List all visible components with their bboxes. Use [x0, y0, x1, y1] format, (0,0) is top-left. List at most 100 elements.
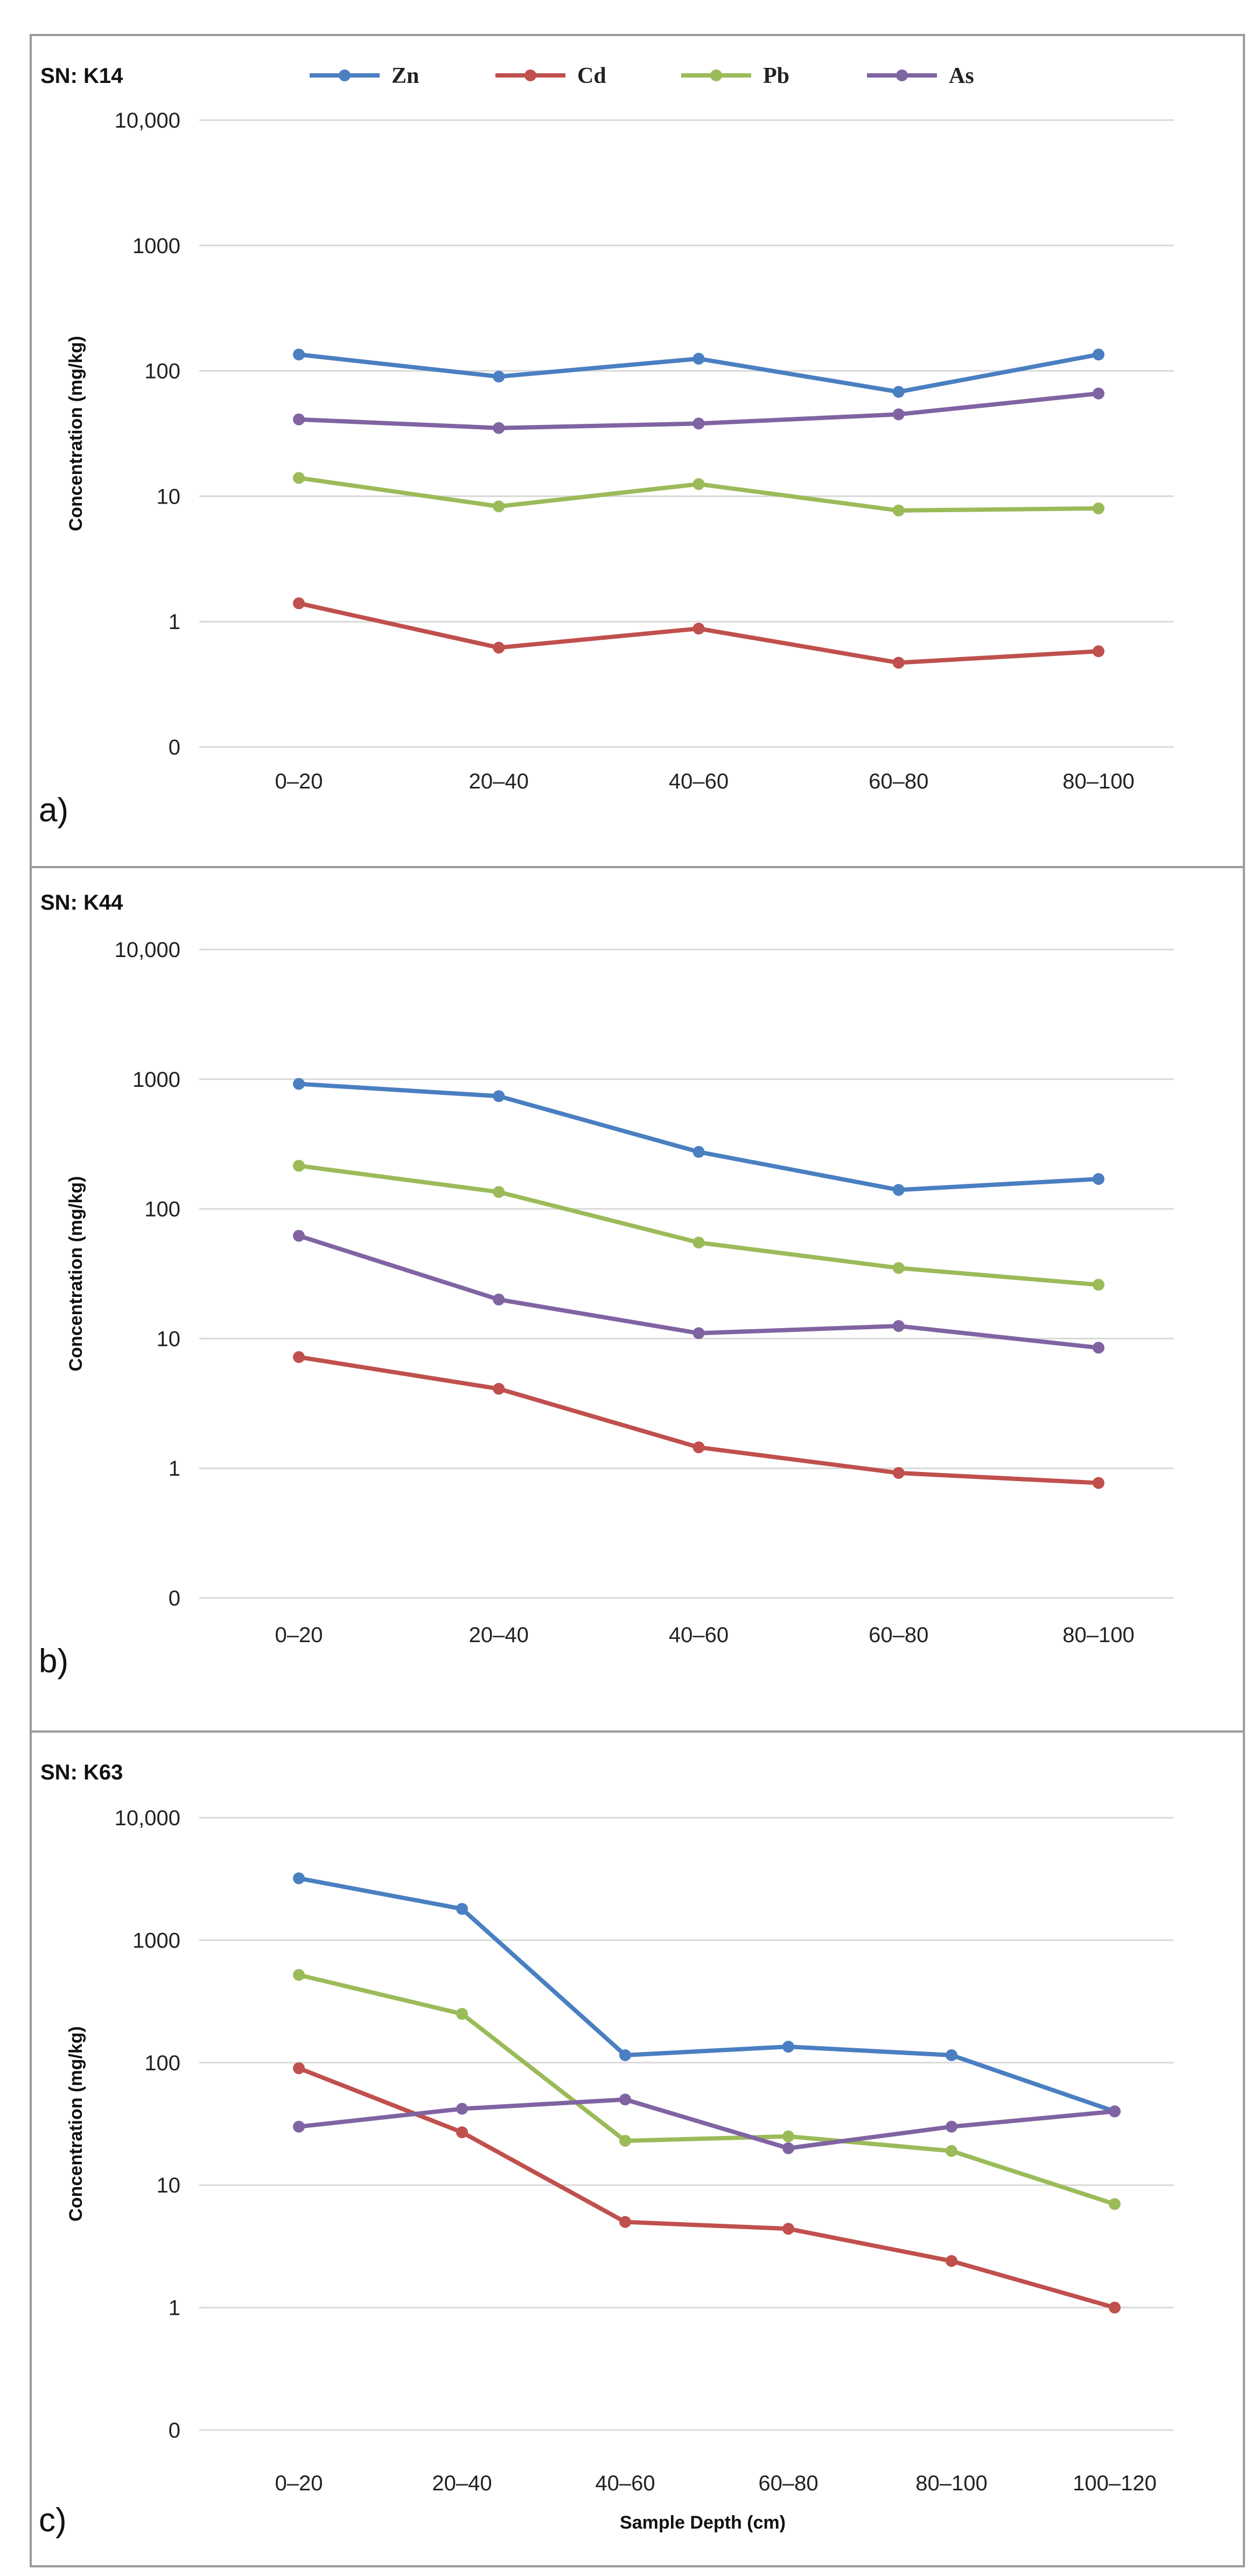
data-point — [493, 1090, 505, 1102]
panel-title: SN: K44 — [40, 891, 123, 914]
y-axis-title: Concentration (mg/kg) — [66, 336, 86, 532]
y-tick-label: 0 — [169, 736, 180, 759]
data-point — [1093, 1477, 1104, 1489]
series-line — [297, 2066, 1117, 2310]
panel-title: SN: K63 — [40, 1761, 123, 1784]
data-point — [1093, 645, 1104, 658]
series-cd — [293, 597, 1104, 669]
y-tick-label: 1 — [169, 1457, 180, 1481]
legend-item-as: As — [867, 64, 974, 88]
x-tick-label: 0–20 — [275, 770, 323, 793]
legend-marker — [339, 69, 351, 81]
data-point — [293, 597, 305, 610]
legend-item-cd: Cd — [495, 64, 606, 88]
data-point — [1093, 1173, 1104, 1185]
legend-label: Cd — [577, 64, 606, 88]
x-tick-label: 20–40 — [432, 2472, 492, 2495]
data-point — [456, 2103, 468, 2115]
data-point — [619, 2049, 631, 2061]
data-point — [1109, 2198, 1121, 2210]
data-point — [456, 2008, 468, 2020]
x-tick-label: 40–60 — [669, 770, 729, 793]
y-axis-title: Concentration (mg/kg) — [66, 1176, 86, 1372]
legend-label: Zn — [391, 64, 419, 88]
panel-label: a) — [39, 792, 68, 829]
y-tick-label: 100 — [144, 2051, 180, 2075]
data-point — [293, 1078, 305, 1090]
series-pb — [293, 1160, 1104, 1291]
data-point — [946, 2120, 957, 2133]
y-tick-label: 0 — [169, 2419, 180, 2442]
data-point — [693, 623, 705, 635]
data-point — [892, 386, 905, 398]
series-pb — [293, 472, 1104, 516]
data-point — [456, 2126, 468, 2139]
data-point — [456, 1903, 468, 1915]
series-as — [293, 2093, 1121, 2154]
legend: Zn Cd Pb As — [310, 64, 974, 88]
y-tick-label: 10 — [157, 485, 181, 508]
data-point — [693, 1441, 705, 1454]
y-tick-label: 1 — [169, 2296, 180, 2320]
data-point — [493, 641, 505, 654]
data-point — [782, 2041, 794, 2053]
data-point — [1109, 2105, 1121, 2118]
data-point — [493, 422, 505, 434]
data-point — [619, 2134, 631, 2147]
y-tick-label: 1000 — [132, 234, 180, 258]
data-point — [293, 1872, 305, 1884]
y-tick-label: 100 — [144, 1198, 180, 1221]
x-tick-label: 0–20 — [275, 1623, 323, 1647]
panel-border — [30, 1730, 1245, 2567]
panel-label: c) — [39, 2502, 67, 2539]
y-tick-label: 1000 — [132, 1068, 180, 1092]
chart-panel-2: 0 1 10 100 1000 10,000 Concentration (mg/kg) 0–… — [30, 866, 1245, 1733]
data-point — [493, 371, 505, 383]
x-tick-label: 20–40 — [469, 1623, 529, 1647]
data-point — [782, 2223, 794, 2235]
x-tick-label: 0–20 — [275, 2472, 323, 2495]
data-point — [782, 2142, 794, 2154]
data-point — [1093, 1342, 1104, 1354]
series-as — [293, 387, 1104, 434]
x-tick-label: 60–80 — [869, 1623, 928, 1647]
data-point — [892, 1184, 905, 1196]
panel-label: b) — [39, 1643, 68, 1680]
x-tick-label: 80–100 — [1062, 1623, 1134, 1647]
x-tick-label: 60–80 — [869, 770, 928, 793]
data-point — [1093, 502, 1104, 514]
x-tick-label: 60–80 — [758, 2472, 818, 2495]
series-pb — [293, 1968, 1121, 2210]
data-point — [1093, 1279, 1104, 1291]
data-point — [946, 2145, 957, 2157]
data-point — [693, 417, 705, 430]
legend-marker — [524, 69, 536, 81]
data-point — [1093, 387, 1104, 400]
series-as — [293, 1230, 1104, 1354]
legend-item-zn: Zn — [310, 64, 419, 88]
x-axis-title: Sample Depth (cm) — [620, 2512, 786, 2533]
data-point — [693, 478, 705, 490]
data-point — [619, 2216, 631, 2228]
data-point — [693, 1237, 705, 1249]
data-point — [293, 472, 305, 484]
data-point — [782, 2130, 794, 2142]
y-axis-title: Concentration (mg/kg) — [66, 2026, 86, 2222]
y-tick-label: 10,000 — [115, 109, 180, 132]
data-point — [493, 500, 505, 513]
data-point — [693, 353, 705, 365]
y-tick-label: 0 — [169, 1587, 180, 1610]
legend-marker — [710, 69, 722, 81]
data-point — [293, 348, 305, 361]
series-line — [297, 1972, 1117, 2207]
y-tick-label: 1 — [169, 610, 180, 634]
data-point — [293, 1160, 305, 1172]
data-point — [493, 1383, 505, 1395]
y-tick-label: 10 — [157, 1327, 181, 1351]
data-point — [892, 408, 905, 421]
chart-panel-3: 0 1 10 100 1000 10,000 Concentration (mg/kg) 0–… — [30, 1730, 1245, 2567]
y-tick-label: 10,000 — [115, 938, 180, 962]
panel-title: SN: K14 — [40, 64, 123, 88]
